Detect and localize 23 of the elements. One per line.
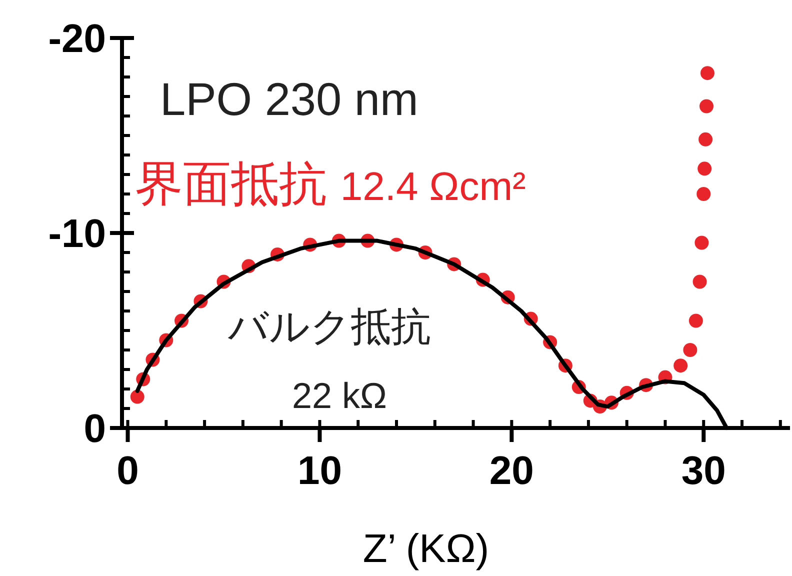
point: [683, 343, 698, 357]
point: [700, 66, 714, 80]
annotation: 界面抵抗 12.4 Ωcm²: [135, 158, 526, 211]
y-tick-label: -20: [48, 17, 106, 61]
y-tick-label: -10: [48, 212, 106, 256]
annotation: 22 kΩ: [292, 375, 387, 416]
annotation: バルク抵抗: [227, 305, 431, 349]
point: [674, 358, 688, 373]
point: [694, 236, 709, 250]
annotation: LPO 230 nm: [160, 73, 418, 125]
point: [130, 390, 144, 404]
y-tick-label: 0: [84, 407, 106, 451]
point: [696, 187, 711, 201]
x-axis-title: Z’ (KΩ): [362, 527, 490, 571]
point: [698, 162, 712, 176]
x-tick-label: 30: [681, 449, 726, 493]
point: [698, 132, 713, 146]
x-tick-label: 0: [116, 449, 139, 493]
point: [688, 314, 703, 328]
x-tick-label: 10: [297, 449, 342, 493]
x-tick-label: 20: [489, 449, 534, 493]
point: [700, 99, 714, 114]
point: [692, 274, 707, 289]
